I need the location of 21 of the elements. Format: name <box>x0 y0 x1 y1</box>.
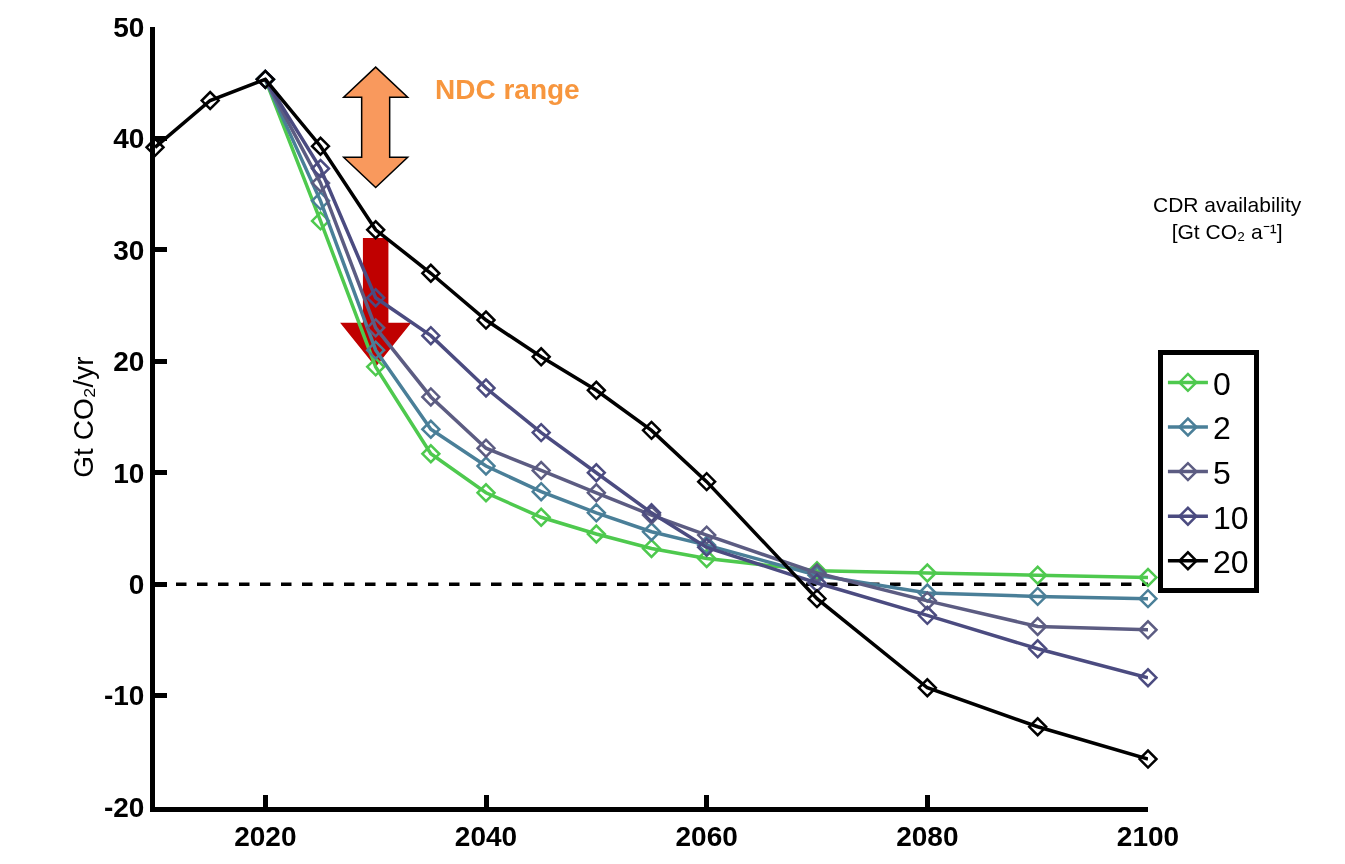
y-tick-label: 10 <box>113 457 145 489</box>
y-tick-label: 50 <box>113 11 145 43</box>
legend-label: 10 <box>1212 499 1249 536</box>
legend-label: 2 <box>1212 410 1231 447</box>
legend-label: 0 <box>1212 365 1231 402</box>
y-tick-label: 30 <box>113 234 145 266</box>
y-tick-label: 20 <box>113 346 145 378</box>
y-tick-label: 40 <box>113 123 145 155</box>
y-tick-label: 0 <box>128 568 145 600</box>
x-tick-label: 2020 <box>234 820 297 852</box>
y-tick-label: -20 <box>103 791 145 823</box>
legend-label: 5 <box>1212 455 1231 492</box>
y-tick-label: -10 <box>103 680 145 712</box>
x-tick-label: 2060 <box>675 820 738 852</box>
x-tick-label: 2100 <box>1116 820 1180 852</box>
legend-label: 20 <box>1212 544 1249 581</box>
x-tick-label: 2040 <box>454 820 518 852</box>
x-tick-label: 2080 <box>896 820 959 852</box>
y-axis-title: Gt CO₂/yr <box>67 356 99 478</box>
annotation: NDC range <box>435 74 580 105</box>
legend-title: CDR availability [Gt CO₂ a⁻¹] <box>1153 193 1302 244</box>
